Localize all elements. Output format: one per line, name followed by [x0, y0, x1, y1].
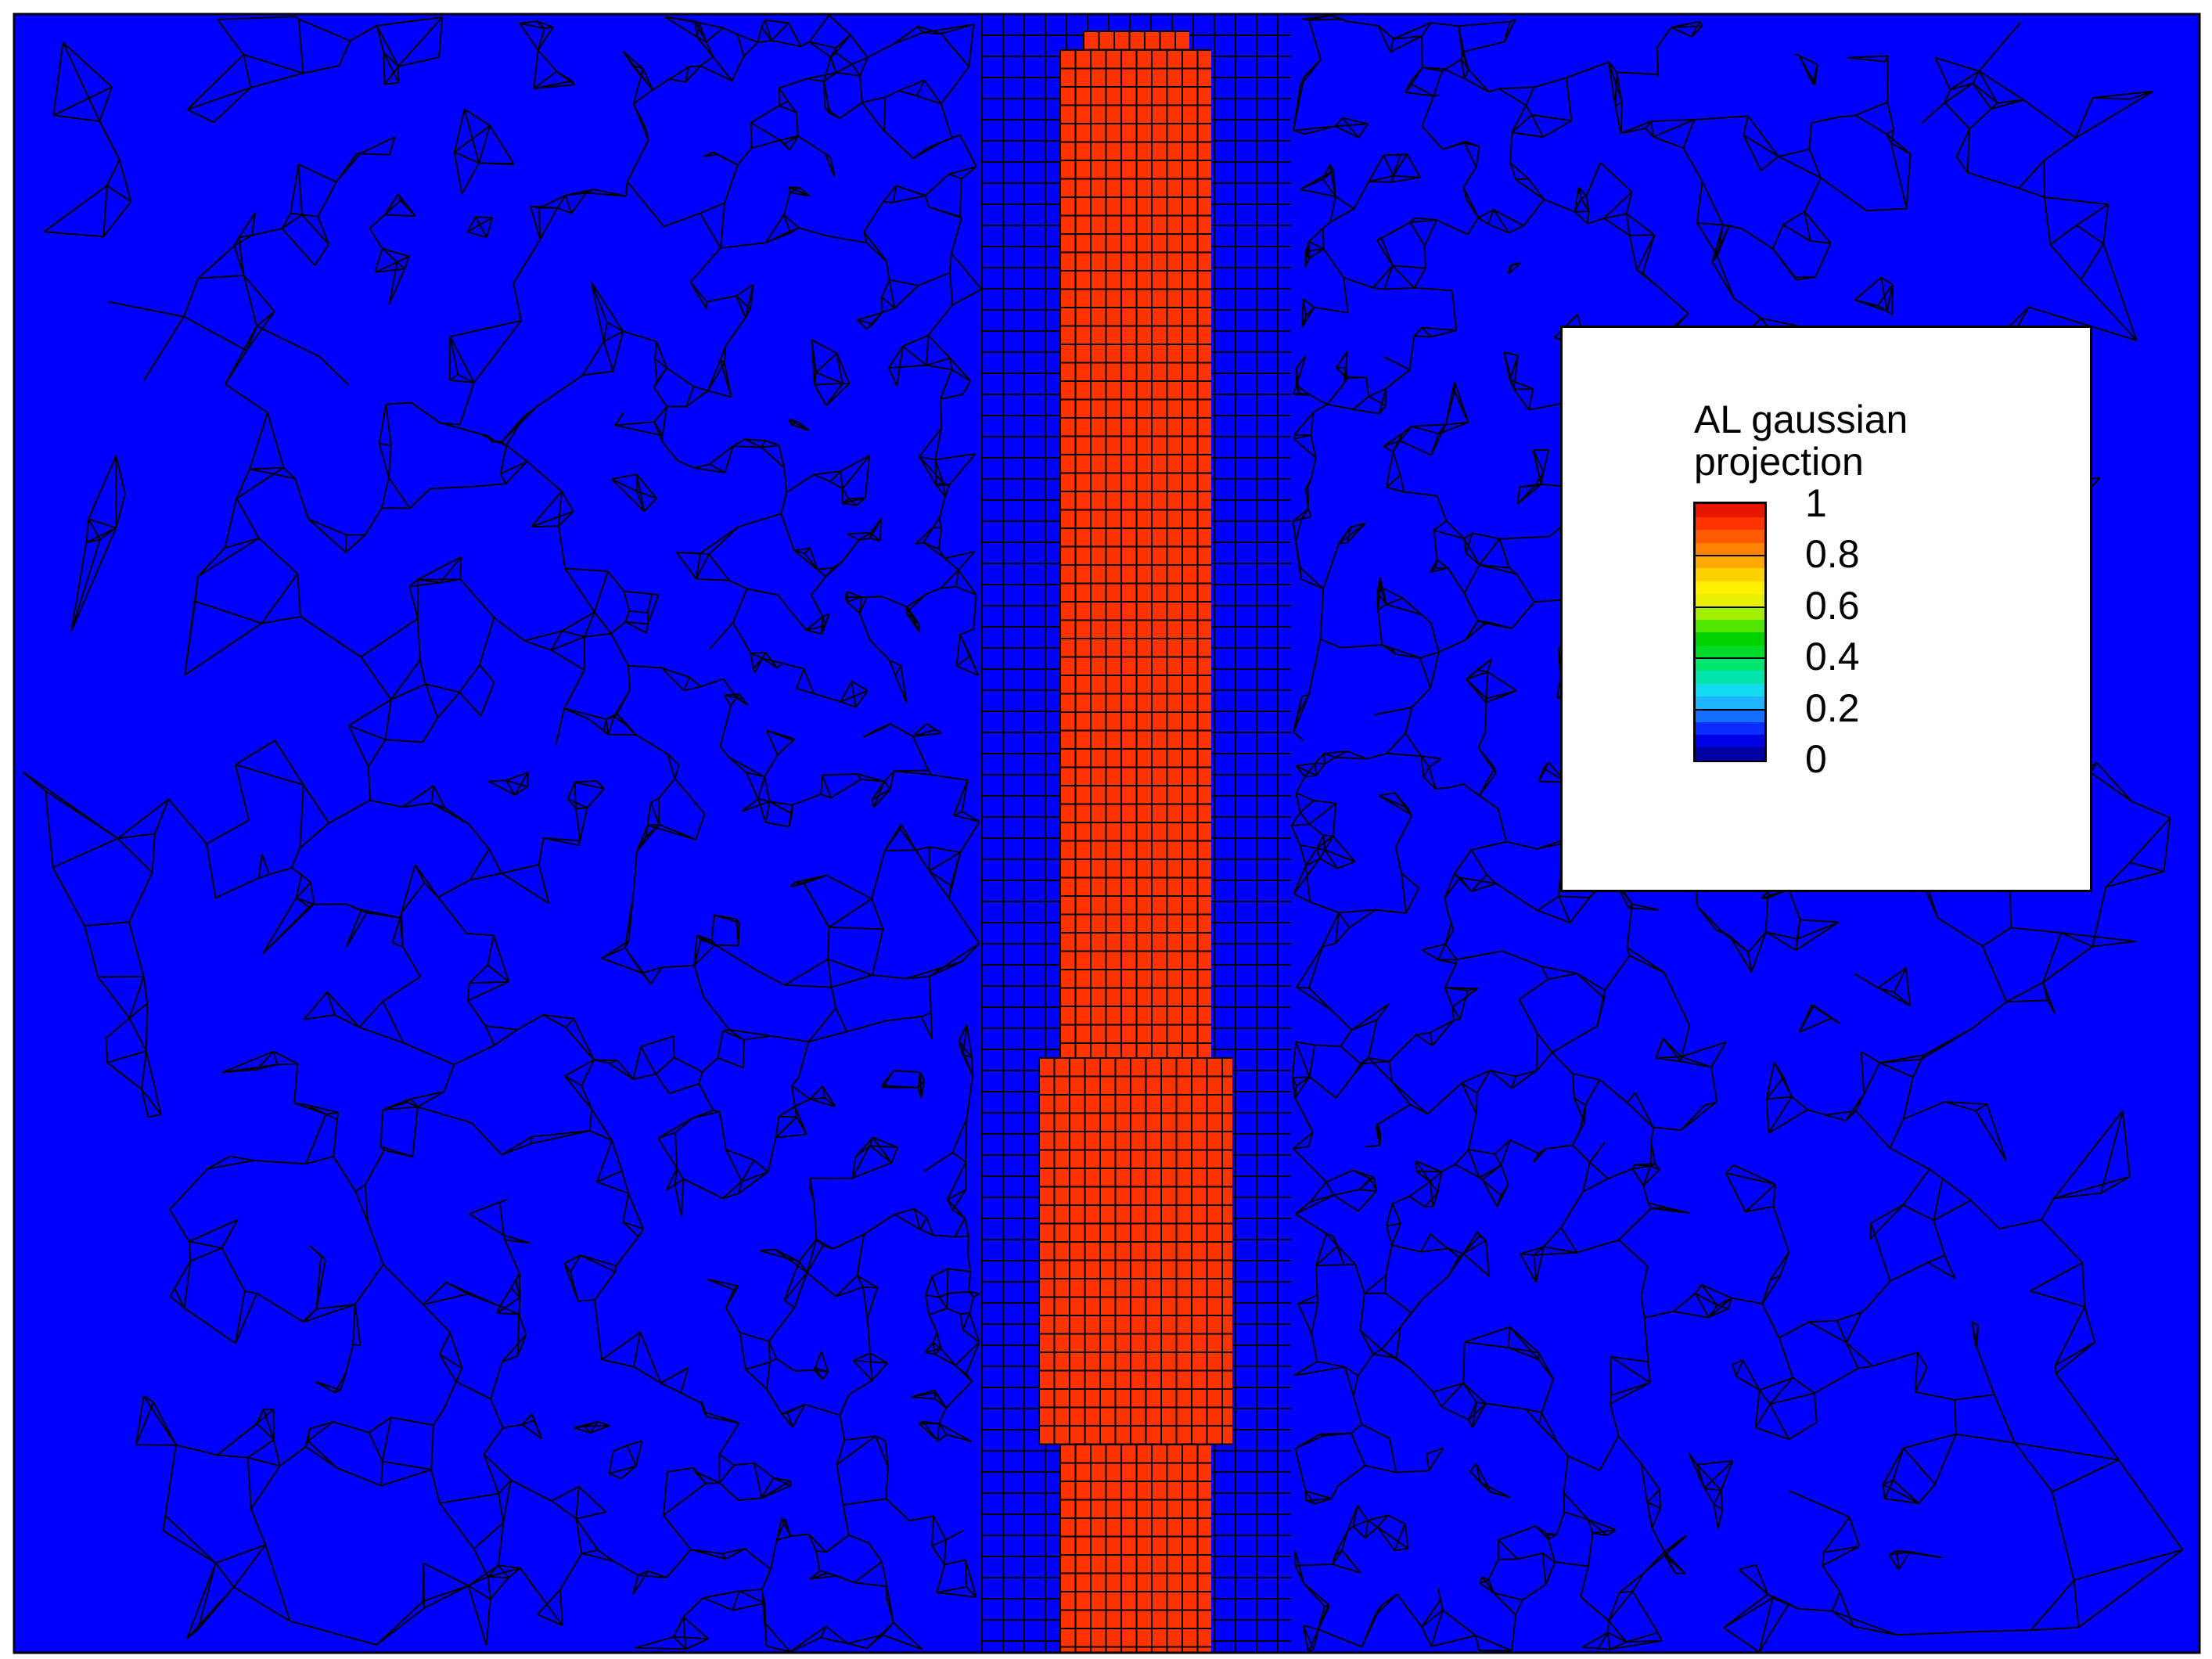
- legend-title-line1: AL gaussian: [1694, 398, 1908, 441]
- colorbar-level: [1696, 516, 1764, 531]
- colorbar-tick-label: 0: [1805, 737, 1827, 781]
- projected-column-region: [1038, 31, 1232, 1653]
- legend-title-line2: projection: [1694, 440, 1864, 484]
- colorbar-level: [1696, 606, 1764, 620]
- colorbar-tick-line: [1696, 555, 1764, 557]
- colorbar-level: [1696, 529, 1764, 543]
- colorbar-level: [1696, 708, 1764, 722]
- colorbar-tick-label: 1: [1805, 481, 1827, 525]
- colorbar-level: [1696, 657, 1764, 671]
- colorbar-level: [1696, 734, 1764, 748]
- colorbar-tick-line: [1696, 657, 1764, 660]
- mesh-edges: [22, 14, 983, 1653]
- colorbar-level: [1696, 682, 1764, 696]
- colorbar-tick-label: 0.6: [1805, 583, 1860, 628]
- colorbar-tick-label: 0.2: [1805, 686, 1860, 730]
- colorbar-level: [1696, 721, 1764, 735]
- colorbar-tick-line: [1696, 606, 1764, 608]
- colorbar-level: [1696, 593, 1764, 607]
- plot-frame: [13, 13, 2201, 1654]
- colorbar-level: [1696, 504, 1764, 517]
- colorbar-level: [1696, 567, 1764, 581]
- legend-title: AL gaussian projection: [1694, 398, 2046, 483]
- colorbar-tick-label: 0.4: [1805, 635, 1860, 679]
- column-segment: [1039, 1058, 1232, 1445]
- contour-legend: AL gaussian projection 1 0.8 0.6 0.4 0.2 0: [1560, 326, 2092, 892]
- colorbar-tick-label: 0.8: [1805, 532, 1860, 577]
- colorbar-level: [1696, 696, 1764, 710]
- column-segment: [1084, 31, 1189, 50]
- colorbar-level: [1696, 581, 1764, 595]
- colorbar-level: [1696, 670, 1764, 684]
- colorbar-level: [1696, 619, 1764, 633]
- column-cell-lines: [1038, 31, 1232, 1653]
- legend-colorbar: [1693, 502, 1767, 762]
- colorbar-level: [1696, 632, 1764, 646]
- colorbar-level: [1696, 644, 1764, 658]
- colorbar-level: [1696, 555, 1764, 569]
- colorbar-level: [1696, 542, 1764, 556]
- colorbar-level: [1696, 747, 1764, 761]
- colorbar-tick-line: [1696, 708, 1764, 711]
